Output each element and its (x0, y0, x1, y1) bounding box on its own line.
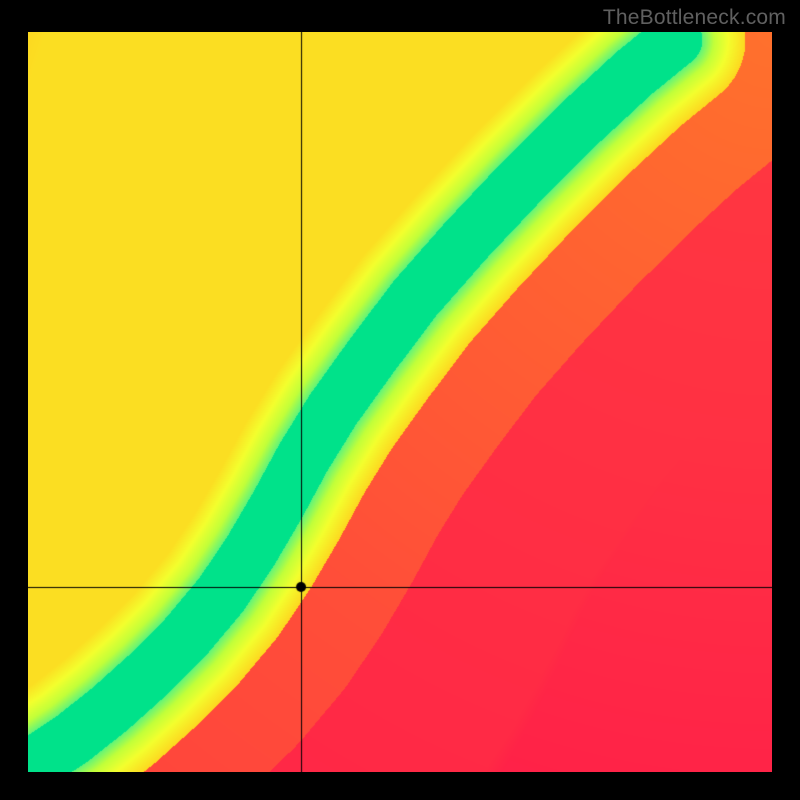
frame-left (0, 0, 28, 800)
heatmap-canvas (28, 32, 772, 772)
watermark-text: TheBottleneck.com (603, 6, 786, 30)
frame-bottom (0, 772, 800, 800)
chart-container: TheBottleneck.com (0, 0, 800, 800)
frame-right (772, 0, 800, 800)
